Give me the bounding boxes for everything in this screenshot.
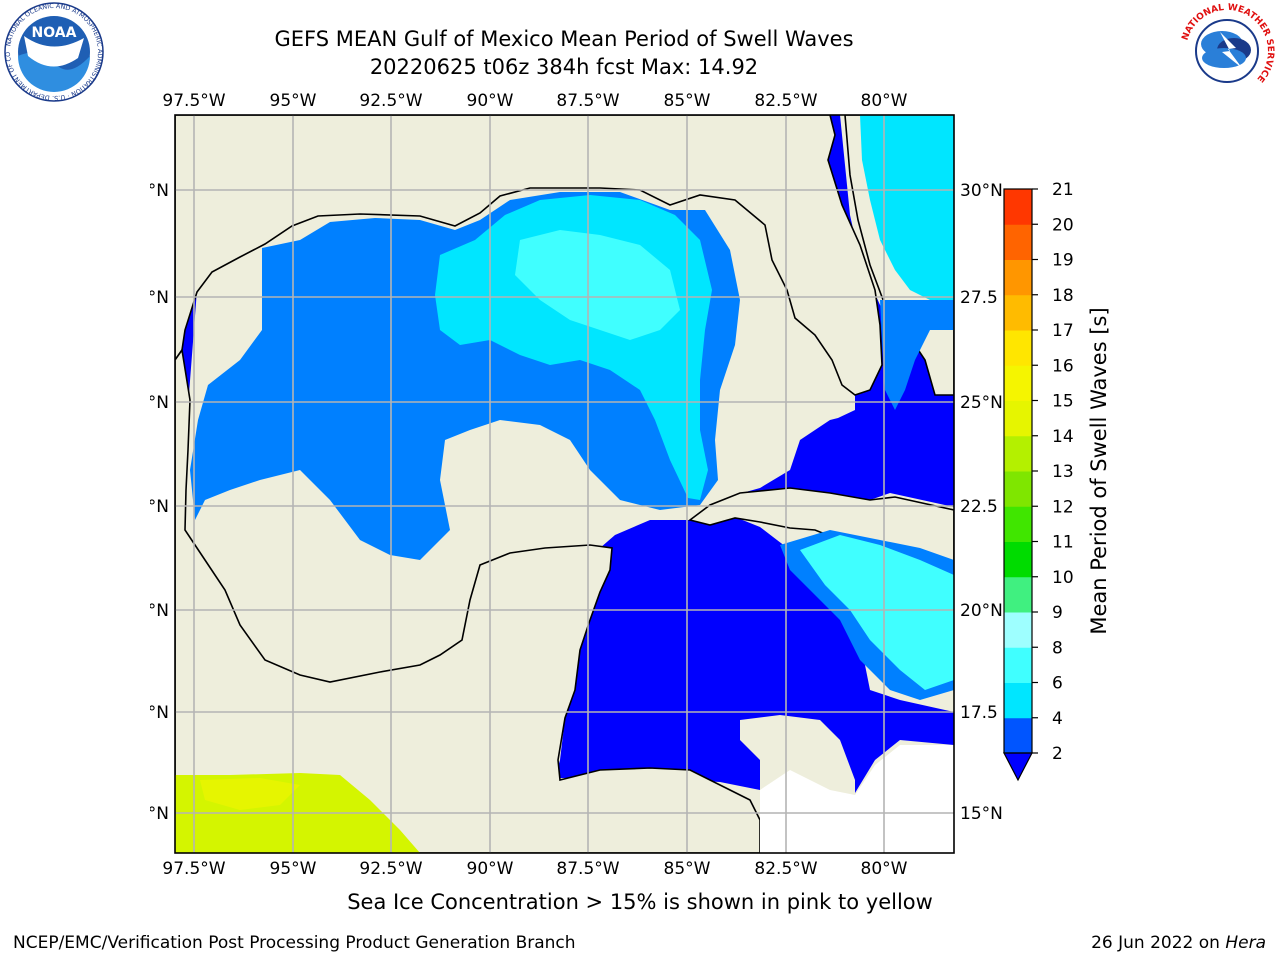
colorbar-tick-label: 15 — [1052, 392, 1074, 412]
lat-label-right: 30°N — [960, 181, 1003, 201]
lat-label-left: 27.5°N — [150, 288, 169, 308]
colorbar-swatch — [1004, 647, 1032, 683]
lat-label-right: 22.5 — [960, 497, 998, 517]
date-text: 26 Jun 2022 on — [1091, 933, 1220, 953]
lat-label-left: 17.5°N — [150, 703, 169, 723]
no-data-region — [760, 745, 954, 853]
colorbar-tick-label: 18 — [1052, 286, 1074, 306]
usa-gulf-coast — [175, 115, 883, 396]
colorbar-tick-label: 17 — [1052, 321, 1074, 341]
colorbar-swatch — [1004, 612, 1032, 648]
lat-label-right: 15°N — [960, 804, 1003, 824]
noaa-logo-text: NOAA — [32, 25, 77, 41]
colorbar-extend-triangle — [1003, 752, 1033, 782]
colorbar-swatch — [1004, 471, 1032, 507]
colorbar: 2 4 6 8 9 10 11 12 13 14 15 16 17 18 19 20 21 Mean Perio… — [1003, 180, 1111, 782]
credit-text: NCEP/EMC/Verification Post Processing Pr… — [13, 933, 576, 953]
caribbean-swell-peak — [800, 535, 954, 690]
host-name: Hera — [1225, 933, 1266, 953]
colorbar-tick-label: 12 — [1052, 497, 1074, 517]
gulf-of-mexico-map: 97.5°W 95°W 92.5°W 90°W 87.5°W 85°W 82.5… — [150, 91, 1003, 879]
lat-label-left: 30°N — [150, 181, 169, 201]
lon-label-top: 97.5°W — [162, 91, 225, 111]
lon-label-top: 87.5°W — [556, 91, 619, 111]
colorbar-tick-label: 16 — [1052, 356, 1074, 376]
colorbar-swatch — [1004, 717, 1032, 754]
colorbar-tick-label: 20 — [1052, 215, 1074, 235]
colorbar-tick-label: 13 — [1052, 462, 1074, 482]
colorbar-tick-label: 2 — [1052, 744, 1063, 764]
colorbar-tick-label: 9 — [1052, 603, 1063, 623]
nws-logo: NATIONAL WEATHER SERVICE — [1179, 3, 1275, 99]
lon-label-bottom: 95°W — [270, 859, 317, 879]
atlantic-swell-low — [880, 300, 954, 410]
colorbar-swatch — [1004, 435, 1032, 472]
lon-label-top: 85°W — [664, 91, 711, 111]
colorbar-swatch — [1004, 541, 1032, 578]
colorbar-label: Mean Period of Swell Waves [s] — [1087, 307, 1111, 634]
lon-label-bottom: 82.5°W — [754, 859, 817, 879]
date-stamp: 26 Jun 2022 on Hera — [1091, 933, 1266, 953]
colorbar-swatch — [1004, 576, 1032, 613]
lon-label-bottom: 87.5°W — [556, 859, 619, 879]
lat-label-left: 20°N — [150, 601, 169, 621]
colorbar-tick-label: 4 — [1052, 709, 1063, 729]
lat-label-left: 25°N — [150, 393, 169, 413]
colorbar-tick-label: 6 — [1052, 674, 1063, 694]
mexico-coast — [175, 347, 761, 853]
lon-label-top: 90°W — [467, 91, 514, 111]
colorbar-swatch — [1004, 189, 1032, 225]
lon-label-bottom: 85°W — [664, 859, 711, 879]
lon-label-bottom: 97.5°W — [162, 859, 225, 879]
lat-label-left: 22.5°N — [150, 497, 169, 517]
colorbar-tick-label: 11 — [1052, 533, 1074, 553]
sea-ice-note: Sea Ice Concentration > 15% is shown in … — [347, 890, 933, 914]
lat-label-right: 17.5 — [960, 703, 998, 723]
colorbar-swatch — [1004, 682, 1032, 719]
colorbar-swatches — [1004, 189, 1032, 754]
lat-label-left: 15°N — [150, 804, 169, 824]
colorbar-swatch — [1004, 294, 1032, 331]
chart-title: GEFS MEAN Gulf of Mexico Mean Period of … — [274, 27, 854, 51]
graticule — [175, 115, 954, 853]
colorbar-swatch — [1004, 259, 1032, 296]
swell-band-6-8s — [515, 230, 680, 340]
colorbar-tick-label: 19 — [1052, 251, 1074, 271]
lon-label-bottom: 80°W — [861, 859, 908, 879]
colorbar-swatch — [1004, 400, 1032, 437]
lon-label-bottom: 92.5°W — [359, 859, 422, 879]
colorbar-tick-label: 8 — [1052, 638, 1063, 658]
lat-label-right: 20°N — [960, 601, 1003, 621]
pacific-swell-high — [200, 778, 300, 810]
lon-label-top: 82.5°W — [754, 91, 817, 111]
noaa-logo: NATIONAL OCEANIC AND ATMOSPHERIC ADMINIS… — [2, 2, 104, 102]
lat-label-right: 25°N — [960, 393, 1003, 413]
gulf-basin — [175, 115, 954, 793]
colorbar-tick-label: 21 — [1052, 180, 1074, 200]
colorbar-swatch — [1004, 365, 1032, 401]
colorbar-swatch — [1004, 224, 1032, 260]
lon-label-top: 95°W — [270, 91, 317, 111]
colorbar-swatch — [1004, 330, 1032, 366]
colorbar-tick-label: 14 — [1052, 427, 1074, 447]
lat-label-right: 27.5 — [960, 288, 998, 308]
lon-label-top: 92.5°W — [359, 91, 422, 111]
lon-label-top: 80°W — [861, 91, 908, 111]
colorbar-swatch — [1004, 506, 1032, 542]
lon-label-bottom: 90°W — [467, 859, 514, 879]
chart-subtitle: 20220625 t06z 384h fcst Max: 14.92 — [369, 55, 759, 79]
colorbar-tick-label: 10 — [1052, 568, 1074, 588]
map-frame — [174, 114, 955, 854]
